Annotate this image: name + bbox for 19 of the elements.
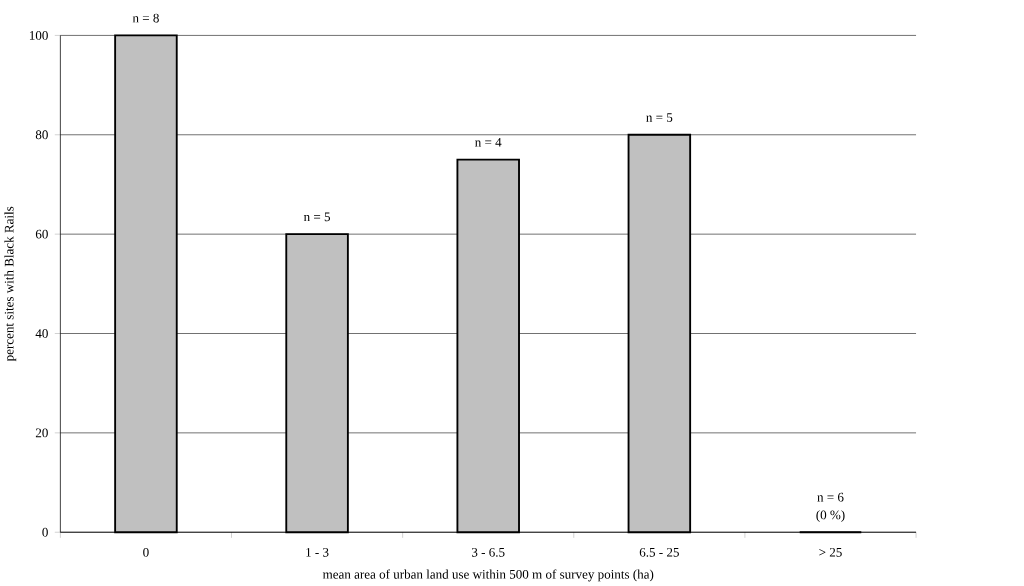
x-tick-label: 0 bbox=[143, 548, 149, 557]
y-tick-label: 100 bbox=[29, 31, 48, 40]
annotation: n = 5 bbox=[646, 113, 673, 122]
annotation: (0 %) bbox=[816, 510, 845, 523]
x-tick-label: > 25 bbox=[819, 548, 842, 557]
annotation: n = 8 bbox=[132, 13, 159, 23]
x-tick-label: 3 - 6.5 bbox=[471, 548, 505, 557]
annotation: n = 5 bbox=[303, 212, 331, 222]
annotation: n = 4 bbox=[475, 138, 502, 147]
y-tick-label: 20 bbox=[35, 428, 48, 438]
y-tick-label: 60 bbox=[35, 229, 48, 239]
annotation: n = 6 bbox=[817, 492, 844, 502]
y-tick-label: 0 bbox=[42, 527, 48, 537]
y-axis-title: percent sites with Black Rails bbox=[4, 206, 17, 362]
x-tick-label: 1 - 3 bbox=[306, 548, 329, 557]
y-tick-label: 40 bbox=[35, 329, 48, 339]
x-tick-label: 6.5 - 25 bbox=[639, 548, 679, 557]
x-axis-title: mean area of urban land use within 500 m of survey points (ha) bbox=[322, 569, 654, 582]
y-tick-label: 80 bbox=[35, 130, 48, 140]
